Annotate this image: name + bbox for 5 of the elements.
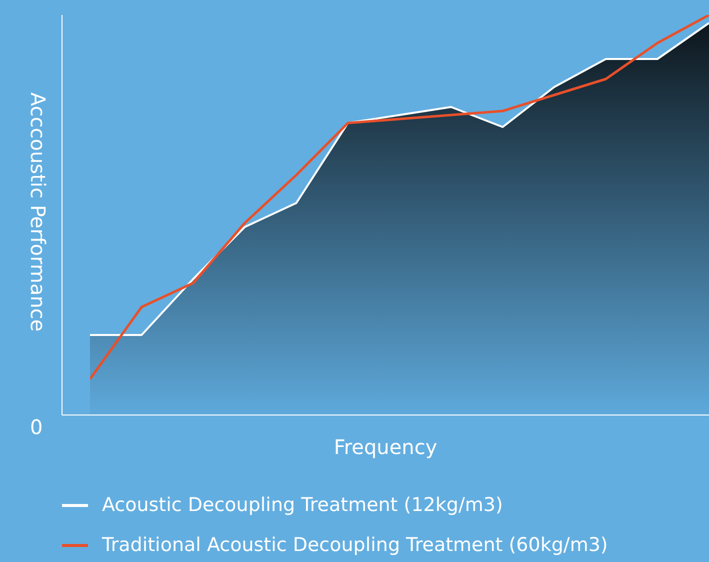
text: 0 bbox=[30, 415, 43, 439]
legend-label: Acoustic Decoupling Treatment (12kg/m3) bbox=[102, 494, 503, 516]
legend-label: Traditional Acoustic Decoupling Treatment (60kg/m3) bbox=[102, 534, 608, 556]
x-axis-title: Frequency bbox=[332, 435, 438, 459]
y-axis-title: Acccoustic Performance bbox=[26, 92, 50, 332]
